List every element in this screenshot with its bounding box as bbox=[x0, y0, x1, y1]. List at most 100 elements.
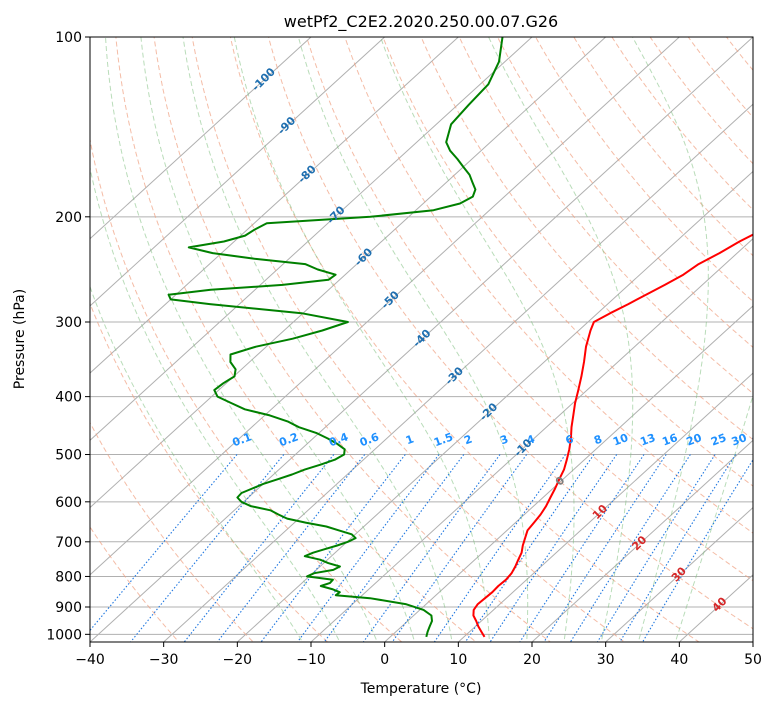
chart-title: wetPf2_C2E2.2020.250.00.07.G26 bbox=[284, 12, 558, 32]
mixing-ratio-label: 6 bbox=[564, 432, 576, 447]
mixing-ratio-label: 36 bbox=[750, 431, 769, 449]
mixing-ratio-label: 0.1 bbox=[231, 430, 254, 449]
x-tick-label: −20 bbox=[223, 652, 253, 668]
dry-adiabat bbox=[687, 37, 753, 118]
isotherm-line bbox=[90, 37, 681, 576]
moist-adiabat bbox=[674, 393, 753, 642]
isotherm-line bbox=[604, 506, 753, 642]
x-tick-label: −30 bbox=[149, 652, 179, 668]
dry-adiabat bbox=[649, 37, 753, 165]
y-tick-label: 500 bbox=[55, 448, 82, 464]
dry-adiabat bbox=[306, 37, 753, 582]
moist-adiabat bbox=[90, 165, 341, 642]
mixing-ratio-label: 0.6 bbox=[358, 430, 381, 449]
mixing-ratio-label: 0.2 bbox=[277, 430, 300, 449]
mixing-ratio-label: 8 bbox=[592, 432, 604, 447]
moist-adiabat bbox=[90, 285, 304, 642]
dry-adiabat bbox=[229, 37, 700, 642]
isotherm-line bbox=[90, 37, 607, 509]
mixing-ratio-line bbox=[569, 454, 691, 642]
mixing-ratio-label: 30 bbox=[730, 431, 749, 449]
mixing-ratio-label: 16 bbox=[660, 431, 679, 449]
dry-adiabat bbox=[90, 421, 254, 642]
moist-adiabat bbox=[105, 37, 378, 642]
mixing-ratio-line bbox=[433, 454, 566, 642]
x-axis-ticks: −40 −30 −20 −10 0 10 20 30 40 50 bbox=[75, 642, 762, 668]
isotherm-line bbox=[90, 37, 386, 307]
y-tick-label: 400 bbox=[55, 390, 82, 406]
dry-adiabat bbox=[496, 37, 753, 348]
dry-adiabat bbox=[743, 10, 775, 647]
dry-adiabat bbox=[344, 37, 753, 534]
dry-adiabat bbox=[420, 37, 753, 441]
moist-adiabat bbox=[297, 37, 529, 642]
moist-adiabat bbox=[632, 37, 709, 642]
mixing-ratio-label: 3 bbox=[498, 432, 510, 447]
mixing-ratio-line bbox=[183, 454, 335, 642]
y-tick-label: 700 bbox=[55, 535, 82, 551]
y-axis-ticks: 100 200 300 400 500 600 700 800 900 1000 bbox=[46, 30, 90, 643]
mixing-ratio-line bbox=[323, 454, 465, 642]
moist-adiabat bbox=[380, 37, 575, 642]
plot-area bbox=[90, 10, 775, 647]
dry-adiabat bbox=[90, 137, 403, 642]
mixing-ratio-line bbox=[216, 454, 366, 642]
mixing-ratio-label: 13 bbox=[638, 431, 657, 448]
isotherm-line bbox=[90, 37, 753, 642]
isotherm-line bbox=[90, 37, 312, 240]
isotherm-line bbox=[457, 372, 753, 642]
plot-frame bbox=[89, 36, 754, 643]
mixing-ratio-label: 0.4 bbox=[327, 430, 350, 449]
dry-adiabat bbox=[535, 37, 753, 303]
moist-adiabat bbox=[182, 37, 453, 642]
mixing-ratio-line bbox=[519, 454, 645, 642]
y-tick-label: 1000 bbox=[46, 627, 82, 643]
y-tick-label: 100 bbox=[55, 30, 82, 46]
y-tick-label: 600 bbox=[55, 495, 82, 511]
mixing-ratio-line bbox=[596, 454, 716, 642]
mixing-ratio-label: 20 bbox=[685, 431, 704, 449]
mixing-ratio-line bbox=[641, 458, 753, 642]
isotherm-line bbox=[90, 37, 533, 442]
x-tick-label: −10 bbox=[296, 652, 326, 668]
dry-adiabat bbox=[458, 37, 753, 394]
mixing-ratio-line bbox=[129, 454, 285, 642]
dewpoint-profile bbox=[167, 37, 504, 638]
y-axis-label: Pressure (hPa) bbox=[12, 289, 28, 389]
isotherm-line bbox=[90, 37, 460, 374]
y-tick-label: 300 bbox=[55, 315, 82, 331]
mixing-ratio-line bbox=[391, 454, 528, 642]
isotherm-line bbox=[678, 574, 753, 642]
y-tick-label: 200 bbox=[55, 210, 82, 226]
mixing-ratio-line bbox=[260, 454, 406, 642]
mixing-ratio-line bbox=[464, 454, 595, 642]
x-tick-label: −40 bbox=[75, 652, 105, 668]
mixing-ratio-line bbox=[543, 454, 667, 642]
dry-adiabat bbox=[191, 37, 626, 642]
line-labels: 0.1 0.2 0.4 0.6 1 1.5 2 3 4 6 8 10 13 16 20 25 30 36-100-… bbox=[231, 65, 769, 615]
moist-adiabat bbox=[233, 37, 490, 642]
x-tick-label: 40 bbox=[670, 652, 688, 668]
mixing-ratio-label: 10 bbox=[611, 431, 630, 449]
x-tick-label: 50 bbox=[744, 652, 762, 668]
x-tick-label: 20 bbox=[523, 652, 541, 668]
moist-adiabat bbox=[488, 37, 634, 642]
x-tick-label: 0 bbox=[380, 652, 389, 668]
mixing-ratio-label: 4 bbox=[525, 432, 537, 447]
dry-adiabat bbox=[611, 37, 753, 211]
mixing-ratio-label: 1.5 bbox=[432, 430, 455, 449]
moist-adiabat bbox=[140, 37, 416, 642]
isotherm-line bbox=[162, 103, 753, 642]
isotherm-line bbox=[310, 237, 753, 642]
dry-adiabat bbox=[382, 37, 753, 487]
isotherm-line bbox=[383, 305, 753, 642]
mixing-ratio-line bbox=[90, 454, 238, 632]
dry-adiabat bbox=[153, 37, 552, 642]
temperature-profile bbox=[472, 233, 753, 638]
x-tick-label: 30 bbox=[597, 652, 615, 668]
mixing-ratio-line bbox=[489, 454, 618, 642]
y-tick-label: 800 bbox=[55, 569, 82, 585]
y-tick-label: 900 bbox=[55, 600, 82, 616]
mixing-ratio-label: 2 bbox=[462, 432, 474, 447]
